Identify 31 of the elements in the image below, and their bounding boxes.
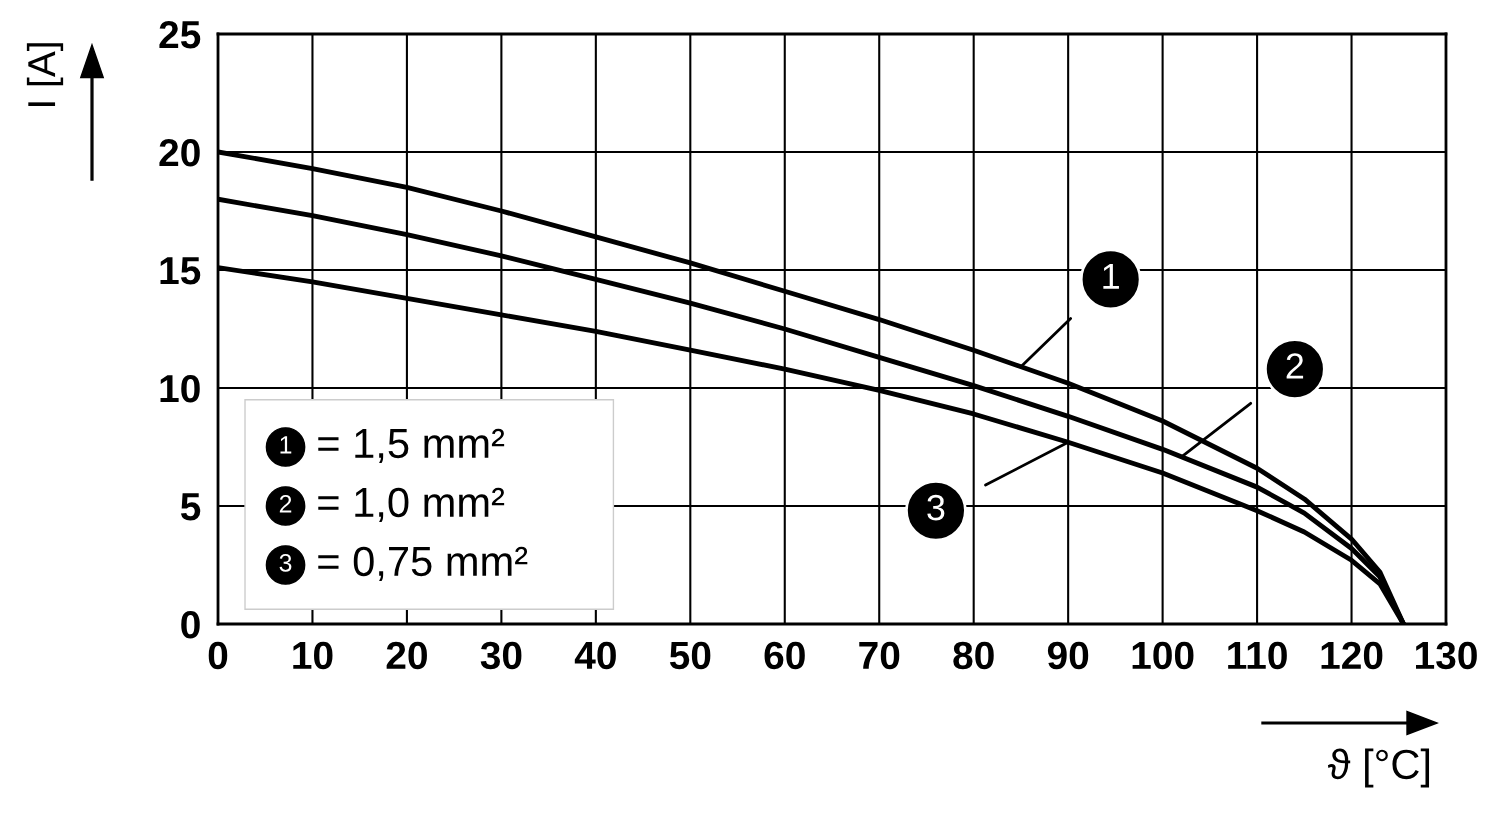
legend-label: 3 — [279, 554, 292, 572]
text: 1 — [280, 436, 292, 454]
text: 2 — [1286, 353, 1304, 379]
x-tick-label: 30 — [480, 641, 522, 670]
y-tick-label: 10 — [160, 374, 200, 403]
x-tick-label: 10 — [293, 641, 333, 670]
x-tick-label: 130 — [1416, 641, 1477, 670]
x-tick-label: 40 — [574, 641, 616, 670]
x-tick-label: 50 — [669, 641, 711, 670]
x-tick-label: 0 — [208, 641, 228, 670]
x-tick-label: 60 — [764, 641, 805, 670]
text: 3 — [927, 494, 945, 521]
x-axis-title: ϑ [°C] — [1327, 748, 1430, 788]
x-tick-label: 70 — [859, 641, 900, 670]
x-tick-label: 20 — [386, 641, 427, 670]
x-tick-label: 120 — [1321, 641, 1383, 670]
y-tick-label: 5 — [180, 493, 201, 521]
y-axis-title: I [A] — [26, 43, 64, 106]
y-tick-label: 15 — [160, 257, 201, 285]
x-tick-label: 80 — [953, 641, 994, 670]
y-tick-label: 20 — [159, 138, 200, 167]
x-tick-label: 110 — [1228, 641, 1287, 670]
y-tick-label: 25 — [159, 20, 201, 49]
y-tick-label: 0 — [181, 610, 200, 639]
annotation: = 1,0 mm² — [318, 487, 505, 523]
legend-label: 2 — [279, 495, 292, 513]
x-tick-label: 90 — [1047, 641, 1089, 670]
annotation: = 1,5 mm² — [318, 428, 505, 464]
text: 1 — [1103, 263, 1119, 289]
annotation: = 0,75 mm² — [318, 546, 528, 582]
x-tick-label: 100 — [1132, 641, 1194, 670]
